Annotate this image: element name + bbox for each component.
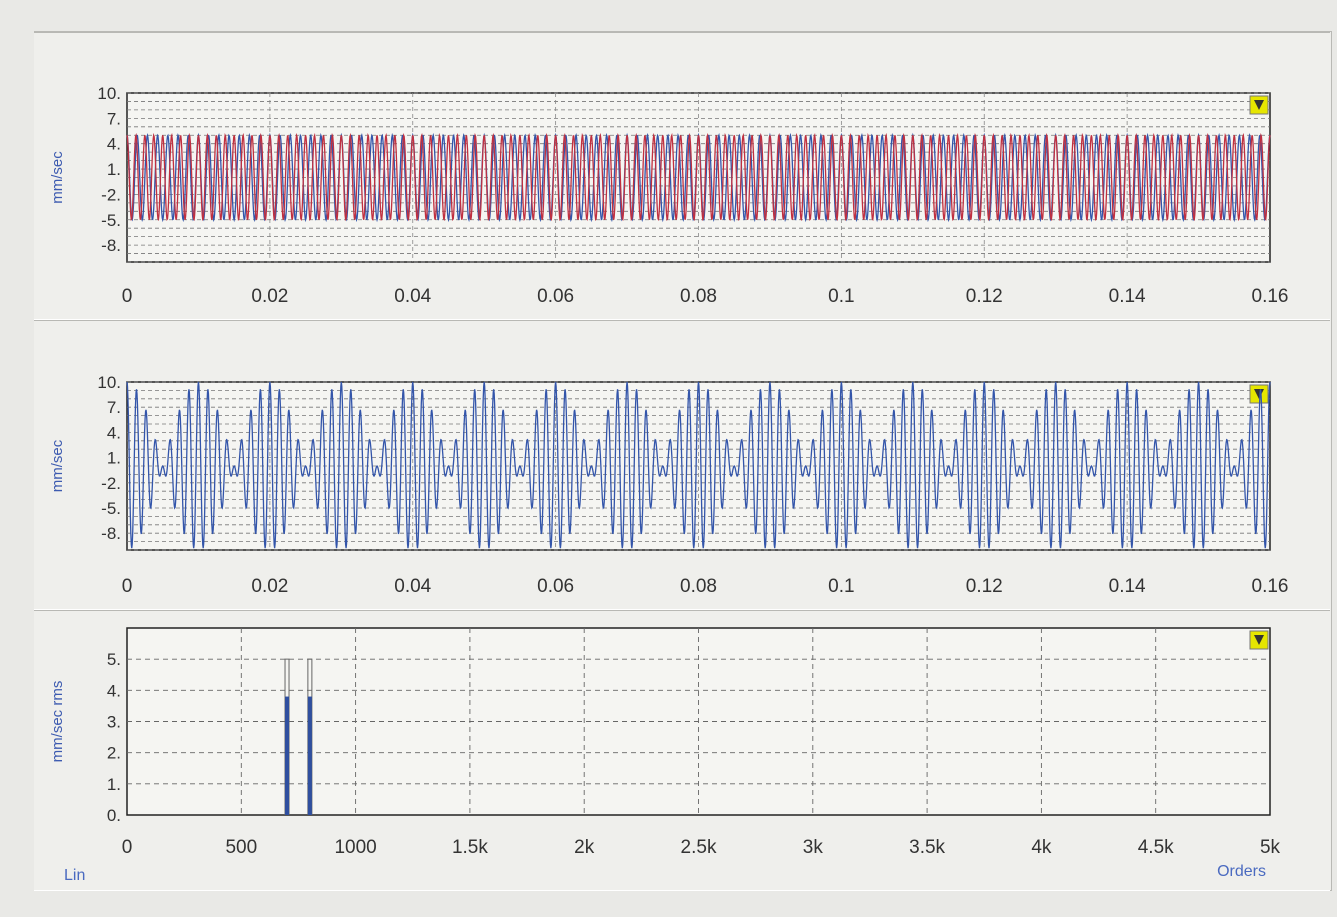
y-tick-label: 5. (107, 650, 121, 669)
y-tick-label: 10. (97, 373, 121, 392)
y-tick-label: 7. (107, 398, 121, 417)
scale-label: Lin (64, 867, 85, 884)
y-tick-label: -2. (101, 185, 121, 204)
x-tick-label: 3.5k (909, 837, 945, 858)
y-tick-label: -2. (101, 474, 121, 493)
y-tick-label: 3. (107, 713, 121, 732)
cursor-marker-icon[interactable] (1249, 384, 1269, 404)
x-tick-label: 500 (225, 837, 257, 858)
x-axis-title: Orders (1217, 863, 1266, 880)
x-tick-label: 0 (122, 576, 133, 597)
x-tick-label: 0.1 (828, 286, 854, 307)
x-tick-label: 0.08 (680, 286, 717, 307)
x-tick-label: 0.12 (966, 576, 1003, 597)
cursor-marker-icon[interactable] (1249, 95, 1269, 115)
y-tick-label: 4. (107, 423, 121, 442)
y-tick-label: -5. (101, 211, 121, 230)
y-tick-label: 1. (107, 775, 121, 794)
y-axis-title: mm/sec (49, 151, 66, 204)
y-tick-label: 1. (107, 160, 121, 179)
y-tick-label: 10. (97, 84, 121, 103)
x-tick-label: 0.06 (537, 576, 574, 597)
cursor-marker-icon[interactable] (1249, 630, 1269, 650)
x-tick-label: 4.5k (1138, 837, 1174, 858)
x-tick-label: 0.02 (251, 576, 288, 597)
x-tick-label: 0.08 (680, 576, 717, 597)
x-tick-label: 0.1 (828, 576, 854, 597)
y-tick-label: 7. (107, 109, 121, 128)
x-tick-label: 0.14 (1109, 286, 1146, 307)
x-tick-label: 0.14 (1109, 576, 1146, 597)
y-tick-label: 4. (107, 681, 121, 700)
spectrum-bar (307, 696, 312, 815)
x-tick-label: 0.02 (251, 286, 288, 307)
x-tick-label: 0.04 (394, 576, 431, 597)
y-tick-label: 2. (107, 744, 121, 763)
waveform-series-2 (126, 132, 1271, 222)
y-tick-label: -8. (101, 524, 121, 543)
y-tick-label: 0. (107, 806, 121, 825)
y-tick-label: 4. (107, 135, 121, 154)
y-axis-title: mm/sec (49, 439, 66, 492)
x-tick-label: 4k (1031, 837, 1052, 858)
y-axis-title: mm/sec rms (49, 681, 66, 763)
x-tick-label: 0.04 (394, 286, 431, 307)
x-tick-label: 5k (1260, 837, 1281, 858)
y-tick-label: 1. (107, 449, 121, 468)
x-tick-label: 0.06 (537, 286, 574, 307)
x-tick-label: 1000 (334, 837, 376, 858)
y-tick-label: -8. (101, 236, 121, 255)
x-tick-label: 0.16 (1252, 286, 1289, 307)
x-tick-label: 2k (574, 837, 595, 858)
x-tick-label: 0 (122, 837, 133, 858)
x-tick-label: 0.16 (1252, 576, 1289, 597)
spectrum-bar (285, 696, 290, 815)
x-tick-label: 2.5k (681, 837, 717, 858)
x-tick-label: 1.5k (452, 837, 488, 858)
x-tick-label: 0.12 (966, 286, 1003, 307)
x-tick-label: 3k (803, 837, 824, 858)
waveform-series-1 (126, 381, 1271, 549)
x-tick-label: 0 (122, 286, 133, 307)
y-tick-label: -5. (101, 499, 121, 518)
